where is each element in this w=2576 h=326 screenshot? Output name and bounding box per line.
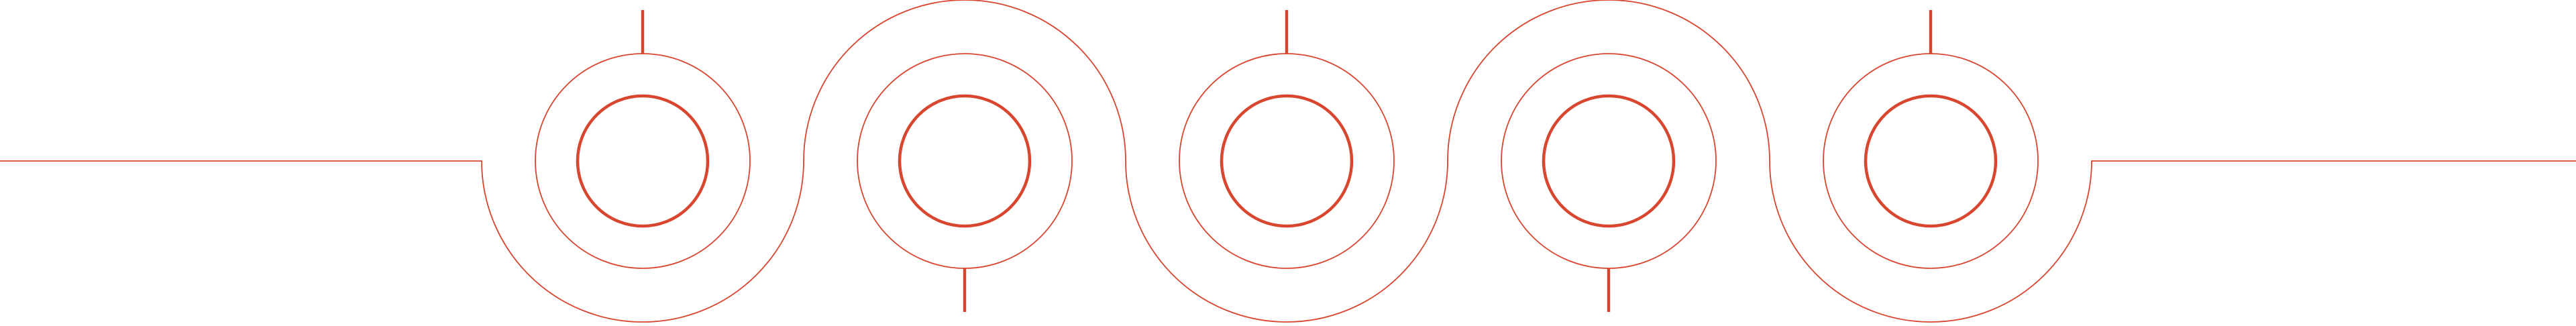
node-inner-ring bbox=[576, 94, 710, 228]
node-inner-ring bbox=[1220, 94, 1354, 228]
node-outer-ring bbox=[535, 53, 751, 269]
node-outer-ring bbox=[1823, 53, 2039, 269]
node-outer-ring bbox=[857, 53, 1073, 269]
node-outer-ring bbox=[1501, 53, 1717, 269]
node-inner-ring bbox=[1864, 94, 1998, 228]
node-inner-ring bbox=[1542, 94, 1676, 228]
node-outer-ring bbox=[1179, 53, 1395, 269]
node-inner-ring bbox=[898, 94, 1032, 228]
